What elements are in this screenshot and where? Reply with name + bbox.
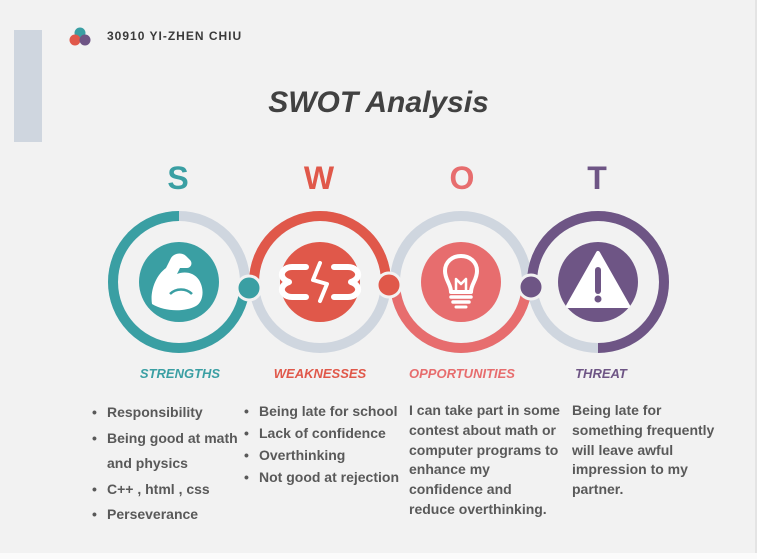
weaknesses-label: WEAKNESSES (273, 366, 367, 381)
ring-arc-t (527, 210, 669, 353)
ring-arc-o (390, 281, 532, 353)
connector-dot-purple (517, 273, 545, 301)
connector-dot-teal (235, 274, 263, 302)
list-item: Overthinking (244, 444, 404, 466)
letter-s: S (167, 160, 189, 196)
logo-icon (69, 27, 91, 46)
opportunities-label: OPPORTUNITIES (409, 366, 515, 381)
strengths-label: STRENGTHS (139, 366, 221, 381)
list-item: Being late for school (244, 400, 404, 422)
letter-w: W (303, 160, 335, 196)
bottom-strip (0, 553, 757, 559)
broken-link-icon (278, 242, 362, 322)
decorative-side-bar (14, 30, 42, 142)
list-item: Responsibility (92, 400, 242, 426)
list-item: Not good at rejection (244, 466, 404, 488)
connector-dot-red (375, 271, 403, 299)
threat-text: Being late for something frequently will… (572, 402, 715, 498)
list-item: Lack of confidence (244, 422, 404, 444)
list-item: Perseverance (92, 502, 242, 528)
author-name: 30910 YI-ZHEN CHIU (107, 29, 243, 43)
warning-icon (558, 242, 638, 322)
opportunities-text: I can take part in some contest about ma… (409, 402, 560, 517)
page-title: SWOT Analysis (268, 86, 489, 119)
weaknesses-list: Being late for school Lack of confidence… (244, 400, 404, 488)
letter-t: T (587, 160, 607, 196)
list-item: Being good at math and physics (92, 426, 242, 477)
letter-o: O (449, 160, 475, 196)
lightbulb-icon (421, 242, 501, 322)
threat-label: THREAT (575, 366, 627, 381)
strengths-list: Responsibility Being good at math and ph… (92, 400, 242, 528)
list-item: C++ , html , css (92, 477, 242, 503)
flexed-arm-icon (139, 242, 219, 322)
ring-arc-s (108, 211, 250, 353)
ring-arc-w (249, 211, 391, 283)
